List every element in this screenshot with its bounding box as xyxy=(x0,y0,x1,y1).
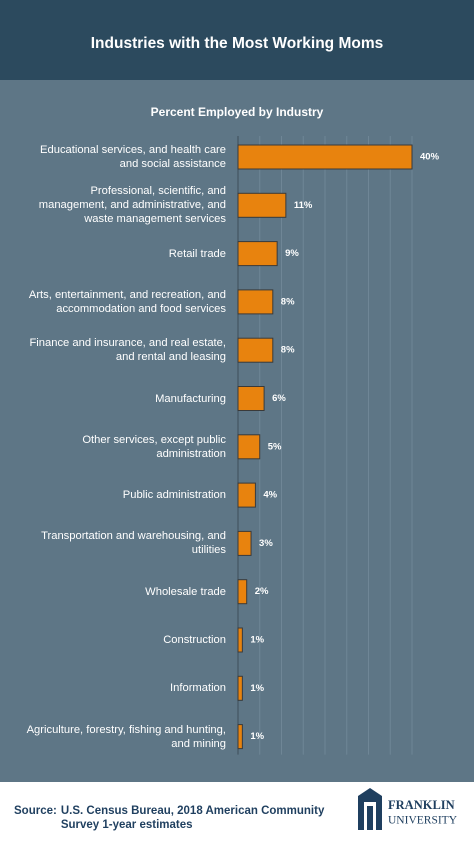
value-label: 1% xyxy=(250,635,264,646)
category-label: Wholesale trade xyxy=(145,585,226,598)
bar xyxy=(237,337,274,363)
category-label: Professional, scientific, and management… xyxy=(38,185,226,226)
bar xyxy=(237,530,252,556)
value-label: 8% xyxy=(281,296,295,307)
category-label: Transportation and warehousing, and util… xyxy=(41,530,226,557)
bar xyxy=(237,627,243,653)
logo: FRANKLIN UNIVERSITY xyxy=(358,788,458,830)
source-text: U.S. Census Bureau, 2018 American Commun… xyxy=(60,805,325,831)
logo-line1: FRANKLIN xyxy=(388,798,455,812)
category-label: Educational services, and health care an… xyxy=(40,144,226,170)
value-label: 11% xyxy=(294,200,313,211)
header-band xyxy=(0,0,474,80)
footer: Source: U.S. Census Bureau, 2018 America… xyxy=(0,782,474,848)
value-label: 6% xyxy=(272,393,286,404)
chart-title: Industries with the Most Working Moms xyxy=(91,35,384,52)
bar xyxy=(237,241,278,267)
bar xyxy=(237,724,243,750)
bar xyxy=(237,675,243,701)
category-label: Public administration xyxy=(122,489,226,502)
value-label: 3% xyxy=(259,538,273,549)
value-label: 40% xyxy=(420,152,440,163)
source-label: Source: xyxy=(14,805,57,817)
chart: Industries with the Most Working Moms Pe… xyxy=(0,0,474,755)
category-label: Manufacturing xyxy=(155,392,226,405)
value-label: 1% xyxy=(250,731,264,742)
category-label: Finance and insurance, and real estate, … xyxy=(29,337,226,364)
category-label: Agriculture, forestry, fishing and hunti… xyxy=(26,723,226,750)
category-label: Construction xyxy=(163,634,226,646)
category-label: Arts, entertainment, and recreation, and… xyxy=(28,288,226,315)
bar xyxy=(237,482,256,508)
logo-icon xyxy=(358,788,382,830)
source: Source: U.S. Census Bureau, 2018 America… xyxy=(14,804,334,832)
bar xyxy=(237,434,261,460)
logo-icon-bar xyxy=(367,806,373,830)
bar xyxy=(237,579,248,605)
value-label: 8% xyxy=(281,345,295,356)
bar xyxy=(237,289,274,315)
bar xyxy=(237,144,413,170)
category-label: Retail trade xyxy=(168,247,226,260)
chart-subtitle: Percent Employed by Industry xyxy=(151,105,324,119)
bar xyxy=(237,386,265,411)
logo-line2: UNIVERSITY xyxy=(388,815,458,827)
value-label: 9% xyxy=(285,248,299,259)
bar xyxy=(237,192,287,218)
value-label: 2% xyxy=(255,586,269,597)
value-label: 1% xyxy=(250,683,264,694)
category-label: Other services, except public administra… xyxy=(82,433,226,460)
value-label: 5% xyxy=(268,441,282,452)
category-label: Information xyxy=(170,682,226,695)
value-label: 4% xyxy=(263,490,277,501)
